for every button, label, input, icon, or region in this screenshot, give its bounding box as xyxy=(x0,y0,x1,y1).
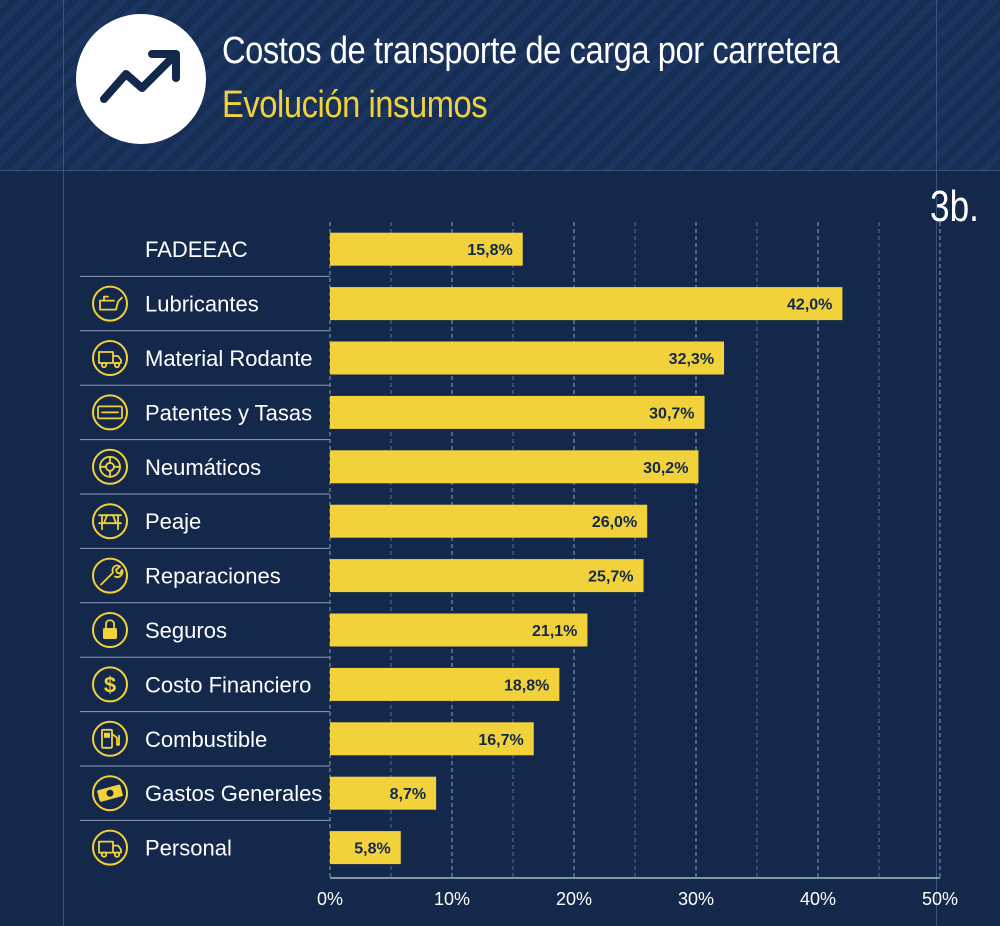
bar xyxy=(330,341,725,375)
truck-icon xyxy=(92,340,128,376)
bar xyxy=(330,504,648,538)
x-tick-label: 50% xyxy=(922,889,958,909)
bar xyxy=(330,232,523,266)
logo-badge xyxy=(76,14,206,144)
fuel-pump-icon xyxy=(92,720,128,757)
bar-value-label: 42,0% xyxy=(787,297,832,314)
figure-number: 3b. xyxy=(930,182,979,231)
truck-icon xyxy=(92,829,128,866)
toll-booth-icon xyxy=(92,503,128,540)
category-label: Patentes y Tasas xyxy=(145,400,312,425)
bar-value-label: 18,8% xyxy=(504,677,549,694)
x-tick-label: 20% xyxy=(556,889,592,909)
bar-value-label: 16,7% xyxy=(478,732,523,749)
bar xyxy=(330,559,644,593)
svg-text:$: $ xyxy=(104,672,116,697)
bar xyxy=(330,287,843,321)
bar-value-label: 25,7% xyxy=(588,569,633,586)
category-label: Lubricantes xyxy=(145,292,259,317)
header-divider xyxy=(0,170,1000,171)
bar xyxy=(330,776,437,810)
oil-can-icon xyxy=(92,285,128,322)
category-label: Material Rodante xyxy=(145,346,313,371)
wrench-icon xyxy=(92,557,128,594)
category-label: Costo Financiero xyxy=(145,672,311,697)
bar xyxy=(330,450,699,484)
tire-icon xyxy=(92,448,128,485)
category-label: Personal xyxy=(145,836,232,861)
category-label: Combustible xyxy=(145,727,267,752)
bar xyxy=(330,722,534,756)
category-label: FADEEAC xyxy=(145,237,248,262)
category-label: Seguros xyxy=(145,618,227,643)
category-label: Peaje xyxy=(145,509,201,534)
bar xyxy=(330,667,560,701)
bar xyxy=(330,831,401,865)
bar-value-label: 21,1% xyxy=(532,623,577,640)
guide-line-right xyxy=(936,0,937,926)
bar-value-label: 30,2% xyxy=(643,460,688,477)
padlock-icon xyxy=(92,612,128,648)
dollar-icon: $ xyxy=(92,666,128,703)
x-tick-label: 40% xyxy=(800,889,836,909)
bar-value-label: 26,0% xyxy=(592,514,637,531)
bar-value-label: 30,7% xyxy=(649,405,694,422)
trending-up-icon xyxy=(100,50,180,103)
bar-value-label: 32,3% xyxy=(669,351,714,368)
category-label: Reparaciones xyxy=(145,564,281,589)
guide-line-left xyxy=(63,0,64,926)
x-tick-label: 0% xyxy=(317,889,343,909)
license-plate-icon xyxy=(92,394,128,431)
category-label: Neumáticos xyxy=(145,455,261,480)
bar-value-label: 8,7% xyxy=(390,786,426,803)
bar xyxy=(330,613,588,647)
page-subtitle: Evolución insumos xyxy=(222,84,488,126)
bar-value-label: 15,8% xyxy=(467,242,512,259)
page-title: Costos de transporte de carga por carret… xyxy=(222,30,840,72)
bar xyxy=(330,395,705,429)
category-label: Gastos Generales xyxy=(145,781,322,806)
banknote-icon xyxy=(92,775,128,812)
bar-value-label: 5,8% xyxy=(354,841,390,858)
x-tick-label: 10% xyxy=(434,889,470,909)
x-tick-label: 30% xyxy=(678,889,714,909)
